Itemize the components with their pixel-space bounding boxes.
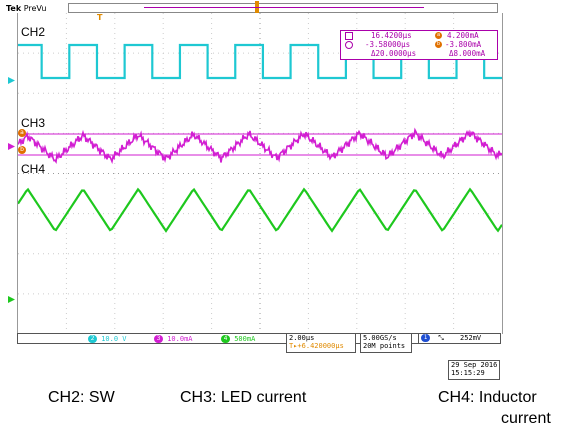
record-overview-bar[interactable]	[68, 1, 498, 15]
channel-status-bar: 2 10.0 V 3 10.0mA 4 500mA	[17, 333, 501, 344]
record-length: 20M points	[363, 342, 406, 350]
ch2-scale: 10.0 V	[101, 335, 127, 343]
horizontal-readout[interactable]: 2.00µs T▸+6.420000µs	[286, 333, 356, 353]
cursor-delta-current: Δ8.000mA	[449, 49, 486, 58]
cursor-b-icon: b	[435, 41, 442, 48]
trigger-slope-icon: ⤡	[438, 334, 444, 342]
cursor-time-b: -3.58000µs	[365, 40, 411, 49]
ch2-scale-readout[interactable]: 2 10.0 V	[88, 335, 127, 343]
ch2-ground-marker-icon[interactable]	[8, 77, 15, 84]
ch2-badge: 2	[88, 335, 97, 343]
caption-ch2: CH2: SW	[48, 389, 115, 406]
cursor-a-icon[interactable]: a	[18, 129, 26, 137]
trigger-t-icon[interactable]: T	[97, 13, 103, 22]
cursor-delta-time: Δ20.0000µs	[371, 49, 417, 58]
graticule	[18, 13, 502, 334]
ch4-scale-readout[interactable]: 4 500mA	[221, 335, 255, 343]
view-position-marker[interactable]	[255, 1, 259, 15]
circle-cursor-icon	[345, 41, 353, 49]
ch3-waveform	[18, 127, 502, 165]
sample-rate: 5.00GS/s	[363, 334, 397, 342]
trigger-readout[interactable]: 1 ⤡ 252mV	[418, 333, 501, 344]
ch3-label: CH3	[21, 116, 46, 130]
oscilloscope-screen[interactable]	[17, 13, 503, 334]
ch4-badge: 4	[221, 335, 230, 343]
cursor-readout: 16.4200µs -3.58000µs Δ20.0000µs a b 4.20…	[340, 30, 498, 60]
cursor-current-a: 4.200mA	[447, 31, 479, 40]
square-cursor-icon	[345, 32, 353, 40]
ch4-label: CH4	[21, 162, 46, 176]
acquisition-readout[interactable]: 5.00GS/s 20M points	[360, 333, 412, 353]
brand-name: Tek	[6, 4, 22, 13]
waveform-area	[18, 43, 502, 233]
ch3-scale-readout[interactable]: 3 10.0mA	[154, 335, 193, 343]
timebase: 2.00µs	[289, 334, 315, 342]
brand-mode: PreVu	[23, 4, 47, 13]
time: 15:15:29	[451, 369, 485, 377]
caption-ch4-line1: CH4: Inductor	[438, 389, 537, 406]
ch3-scale: 10.0mA	[167, 335, 193, 343]
ch4-waveform	[18, 187, 502, 233]
ch3-ground-marker-icon[interactable]	[8, 143, 15, 150]
cursor-a-icon: a	[435, 32, 442, 39]
trigger-level: 252mV	[460, 334, 482, 342]
ch4-ground-marker-icon[interactable]	[8, 296, 15, 303]
ch2-label: CH2	[21, 25, 46, 39]
cursor-current-b: -3.800mA	[445, 40, 482, 49]
ch2-waveform	[18, 43, 502, 80]
trigger-position: T▸+6.420000µs	[289, 342, 344, 350]
date: 29 Sep 2016	[451, 361, 498, 369]
trigger-source-badge: 1	[421, 334, 430, 342]
brand-label: Tek PreVu	[6, 4, 46, 13]
cursor-b-icon[interactable]: b	[18, 146, 26, 154]
ch4-scale: 500mA	[234, 335, 256, 343]
caption-ch3: CH3: LED current	[180, 389, 307, 406]
cursor-time-a: 16.4200µs	[371, 31, 412, 40]
ch3-badge: 3	[154, 335, 163, 343]
record-window-line	[144, 7, 424, 10]
datetime-readout: 29 Sep 2016 15:15:29	[448, 360, 500, 380]
caption-ch4-line2: current	[501, 410, 551, 427]
